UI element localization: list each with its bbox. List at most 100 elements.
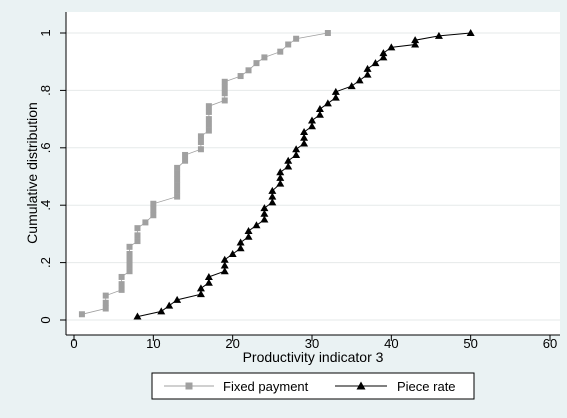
data-point-fixed-payment [134,232,141,239]
data-point-fixed-payment [182,151,189,158]
data-point-fixed-payment [174,187,181,194]
y-tick-label: .6 [38,142,53,153]
data-point-piece-rate [252,221,261,229]
y-tick-label: 1 [38,29,53,36]
legend-label-piece-rate: Piece rate [397,379,456,394]
data-point-piece-rate [220,261,229,269]
data-point-fixed-payment [293,35,300,42]
data-point-piece-rate [244,227,253,235]
x-tick-label: 40 [384,336,398,351]
legend-marker-fixed-payment [185,382,193,390]
data-point-fixed-payment [102,299,109,306]
data-point-fixed-payment [150,206,157,213]
data-point-piece-rate [228,249,237,257]
data-point-piece-rate [434,31,443,39]
data-point-fixed-payment [134,238,141,245]
data-point-piece-rate [292,150,301,158]
data-point-fixed-payment [150,212,157,219]
data-point-fixed-payment [174,182,181,189]
data-point-piece-rate [260,209,269,217]
data-point-piece-rate [276,168,285,176]
x-tick-label: 20 [225,336,239,351]
data-point-fixed-payment [324,30,331,36]
data-point-piece-rate [276,179,285,187]
data-point-fixed-payment [134,225,141,232]
data-point-piece-rate [268,192,277,200]
data-point-piece-rate [315,110,324,118]
data-point-fixed-payment [126,250,133,257]
data-point-fixed-payment [78,311,85,318]
data-point-fixed-payment [221,84,228,91]
data-point-piece-rate [268,186,277,194]
data-point-fixed-payment [205,121,212,128]
data-point-piece-rate [236,238,245,246]
data-point-fixed-payment [174,193,181,200]
data-point-fixed-payment [205,108,212,115]
axes: 0.2.4.6.810 10 20 30 40 50 60 [38,12,560,351]
data-point-piece-rate [220,255,229,263]
data-point-piece-rate [387,43,396,51]
data-point-fixed-payment [261,54,268,61]
data-point-piece-rate [284,162,293,170]
data-point-piece-rate [379,49,388,57]
data-point-piece-rate [260,204,269,212]
data-point-fixed-payment [221,78,228,85]
data-point-fixed-payment [102,305,109,312]
y-tick-label: .2 [38,257,53,268]
data-point-fixed-payment [126,262,133,269]
data-point-piece-rate [284,156,293,164]
data-point-fixed-payment [142,219,149,226]
data-point-piece-rate [411,40,420,48]
data-point-fixed-payment [102,292,109,299]
data-point-piece-rate [276,173,285,181]
data-point-piece-rate [331,93,340,101]
data-point-fixed-payment [245,67,252,74]
x-tick-label: 50 [463,336,477,351]
data-point-piece-rate [268,198,277,206]
data-point-fixed-payment [285,41,292,48]
data-point-fixed-payment [197,139,204,146]
data-point-fixed-payment [126,243,133,250]
data-point-piece-rate [300,128,309,136]
plot-area [66,12,560,335]
gridlines [66,32,560,321]
data-point-fixed-payment [118,286,125,293]
data-point-fixed-payment [150,200,157,207]
y-tick-label: .4 [38,200,53,211]
data-point-fixed-payment [174,176,181,183]
data-point-piece-rate [363,64,372,72]
x-axis-title: Productivity indicator 3 [243,349,384,365]
data-point-piece-rate [379,53,388,61]
data-point-piece-rate [236,244,245,252]
y-axis-title: Cumulative distribution [24,102,40,244]
data-point-piece-rate [260,215,269,223]
data-point-fixed-payment [118,281,125,288]
legend-marker-piece-rate [356,381,366,390]
data-point-piece-rate [308,116,316,124]
x-tick-label: 30 [305,336,319,351]
data-point-fixed-payment [174,164,181,171]
data-point-piece-rate [196,284,205,292]
data-point-fixed-payment [126,256,133,263]
data-point-piece-rate [363,70,372,78]
data-point-piece-rate [165,301,174,309]
data-point-piece-rate [204,278,213,286]
data-point-piece-rate [244,232,253,240]
legend-label-fixed-payment: Fixed payment [223,379,309,394]
data-point-piece-rate [204,272,213,280]
y-tick-label: 0 [38,316,53,323]
data-point-piece-rate [411,36,420,44]
data-point-piece-rate [371,59,380,67]
data-point-piece-rate [220,267,229,275]
data-point-fixed-payment [221,97,228,104]
data-point-piece-rate [331,87,340,95]
series-piece-rate [133,29,475,320]
series [78,29,475,320]
x-tick-label: 60 [543,336,557,351]
data-point-piece-rate [355,76,364,84]
data-point-fixed-payment [174,170,181,177]
legend: Fixed payment Piece rate [151,372,475,400]
data-point-piece-rate [292,145,301,153]
data-point-fixed-payment [205,116,212,123]
